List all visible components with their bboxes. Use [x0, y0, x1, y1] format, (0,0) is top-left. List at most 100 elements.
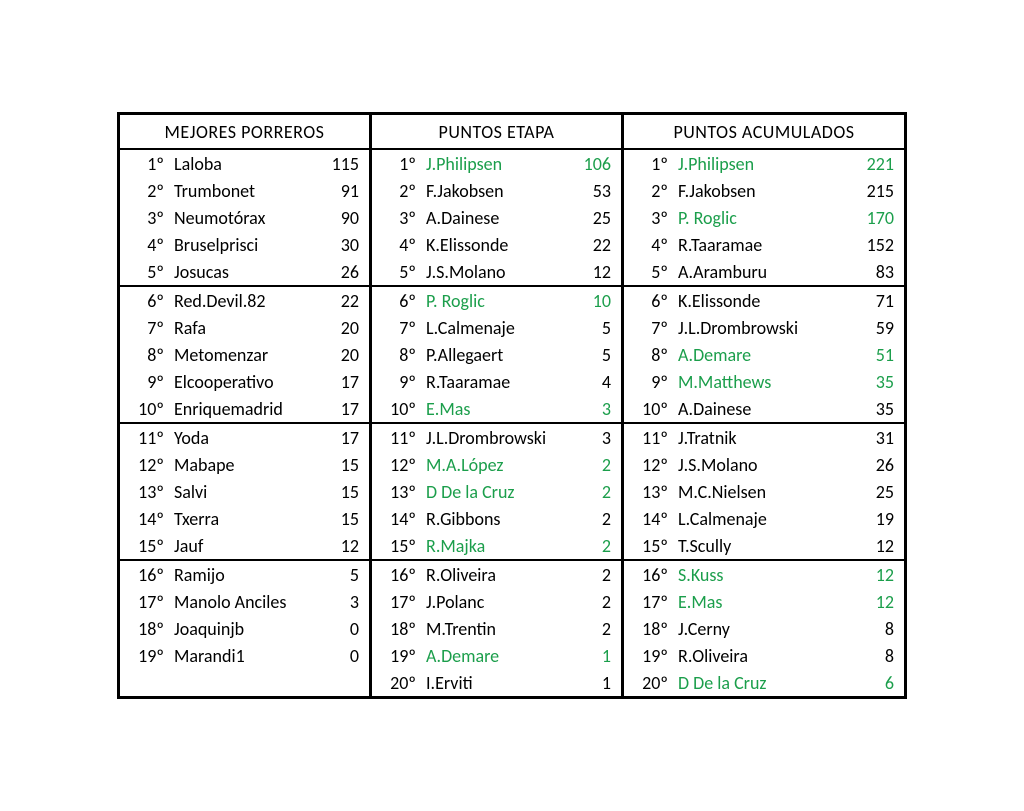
points-cell: 0: [319, 618, 369, 640]
name-cell: J.Polanc: [420, 591, 571, 613]
rank-cell: 19º: [372, 645, 420, 667]
table-row: 10ºE.Mas3: [372, 395, 621, 422]
ranking-block: 16ºS.Kuss1217ºE.Mas1218ºJ.Cerny819ºR.Oli…: [624, 561, 904, 696]
points-cell: 3: [571, 398, 621, 420]
name-cell: A.Dainese: [672, 398, 854, 420]
name-cell: Rafa: [168, 317, 319, 339]
ranking-block: 16ºRamijo517ºManolo Anciles318ºJoaquinjb…: [120, 561, 369, 696]
rank-cell: 5º: [120, 261, 168, 283]
table-row: 9ºR.Taaramae4: [372, 368, 621, 395]
standings-table: MEJORES PORREROS1ºLaloba1152ºTrumbonet91…: [117, 112, 907, 699]
table-row: 1ºLaloba115: [120, 150, 369, 177]
points-cell: 2: [571, 591, 621, 613]
name-cell: Marandi1: [168, 645, 319, 667]
rank-cell: 16º: [372, 564, 420, 586]
name-cell: Metomenzar: [168, 344, 319, 366]
rank-cell: 16º: [624, 564, 672, 586]
rank-cell: 4º: [120, 234, 168, 256]
rank-cell: 14º: [372, 508, 420, 530]
table-row: 6ºK.Elissonde71: [624, 287, 904, 314]
points-cell: 12: [571, 261, 621, 283]
points-cell: 215: [854, 180, 904, 202]
points-cell: 106: [571, 153, 621, 175]
rank-cell: 18º: [372, 618, 420, 640]
rank-cell: 19º: [120, 645, 168, 667]
points-cell: 51: [854, 344, 904, 366]
table-row: 3ºP. Roglic170: [624, 204, 904, 231]
rank-cell: 2º: [624, 180, 672, 202]
name-cell: D De la Cruz: [420, 481, 571, 503]
name-cell: R.Taaramae: [420, 371, 571, 393]
rank-cell: 18º: [120, 618, 168, 640]
ranking-block: 6ºRed.Devil.82227ºRafa208ºMetomenzar209º…: [120, 287, 369, 424]
points-cell: 17: [319, 371, 369, 393]
name-cell: Bruselprisci: [168, 234, 319, 256]
table-row: 11ºJ.L.Drombrowski3: [372, 424, 621, 451]
name-cell: L.Calmenaje: [672, 508, 854, 530]
table-row: 13ºD De la Cruz2: [372, 478, 621, 505]
name-cell: E.Mas: [672, 591, 854, 613]
standings-column: MEJORES PORREROS1ºLaloba1152ºTrumbonet91…: [120, 115, 372, 696]
table-row: 2ºTrumbonet91: [120, 177, 369, 204]
ranking-block: 11ºJ.Tratnik3112ºJ.S.Molano2613ºM.C.Niel…: [624, 424, 904, 561]
points-cell: 59: [854, 317, 904, 339]
rank-cell: 3º: [120, 207, 168, 229]
points-cell: 8: [854, 645, 904, 667]
name-cell: S.Kuss: [672, 564, 854, 586]
points-cell: 71: [854, 290, 904, 312]
points-cell: 170: [854, 207, 904, 229]
table-row: 15ºT.Scully12: [624, 532, 904, 559]
rank-cell: 7º: [624, 317, 672, 339]
name-cell: J.Philipsen: [672, 153, 854, 175]
ranking-block: 11ºJ.L.Drombrowski312ºM.A.López213ºD De …: [372, 424, 621, 561]
points-cell: 15: [319, 454, 369, 476]
table-row: 12ºJ.S.Molano26: [624, 451, 904, 478]
rank-cell: 15º: [120, 535, 168, 557]
table-row: 15ºJauf12: [120, 532, 369, 559]
column-header: MEJORES PORREROS: [120, 115, 369, 150]
name-cell: I.Erviti: [420, 672, 571, 694]
table-row: 11ºJ.Tratnik31: [624, 424, 904, 451]
rank-cell: 2º: [372, 180, 420, 202]
name-cell: T.Scully: [672, 535, 854, 557]
ranking-block: 11ºYoda1712ºMabape1513ºSalvi1514ºTxerra1…: [120, 424, 369, 561]
table-row: 13ºSalvi15: [120, 478, 369, 505]
table-row: 20ºI.Erviti1: [372, 669, 621, 696]
points-cell: 15: [319, 481, 369, 503]
name-cell: E.Mas: [420, 398, 571, 420]
points-cell: 22: [319, 290, 369, 312]
name-cell: R.Oliveira: [420, 564, 571, 586]
column-header: PUNTOS ACUMULADOS: [624, 115, 904, 150]
table-row: 16ºR.Oliveira2: [372, 561, 621, 588]
table-row: 5ºJ.S.Molano12: [372, 258, 621, 285]
points-cell: 83: [854, 261, 904, 283]
table-row: 2ºF.Jakobsen53: [372, 177, 621, 204]
name-cell: Salvi: [168, 481, 319, 503]
name-cell: R.Gibbons: [420, 508, 571, 530]
name-cell: Laloba: [168, 153, 319, 175]
rank-cell: 11º: [624, 427, 672, 449]
points-cell: 20: [319, 317, 369, 339]
points-cell: 90: [319, 207, 369, 229]
name-cell: Jauf: [168, 535, 319, 557]
name-cell: K.Elissonde: [672, 290, 854, 312]
table-row: 10ºA.Dainese35: [624, 395, 904, 422]
name-cell: Enriquemadrid: [168, 398, 319, 420]
table-row: 17ºE.Mas12: [624, 588, 904, 615]
table-row: 19ºA.Demare1: [372, 642, 621, 669]
table-row: 18ºM.Trentin2: [372, 615, 621, 642]
rank-cell: 4º: [372, 234, 420, 256]
rank-cell: 20º: [624, 672, 672, 694]
table-row: 8ºMetomenzar20: [120, 341, 369, 368]
points-cell: 31: [854, 427, 904, 449]
rank-cell: 10º: [624, 398, 672, 420]
rank-cell: 14º: [120, 508, 168, 530]
name-cell: Mabape: [168, 454, 319, 476]
table-row: 20ºD De la Cruz6: [624, 669, 904, 696]
rank-cell: 6º: [624, 290, 672, 312]
rank-cell: 12º: [624, 454, 672, 476]
points-cell: 2: [571, 564, 621, 586]
name-cell: Elcooperativo: [168, 371, 319, 393]
column-header: PUNTOS ETAPA: [372, 115, 621, 150]
rank-cell: 13º: [372, 481, 420, 503]
